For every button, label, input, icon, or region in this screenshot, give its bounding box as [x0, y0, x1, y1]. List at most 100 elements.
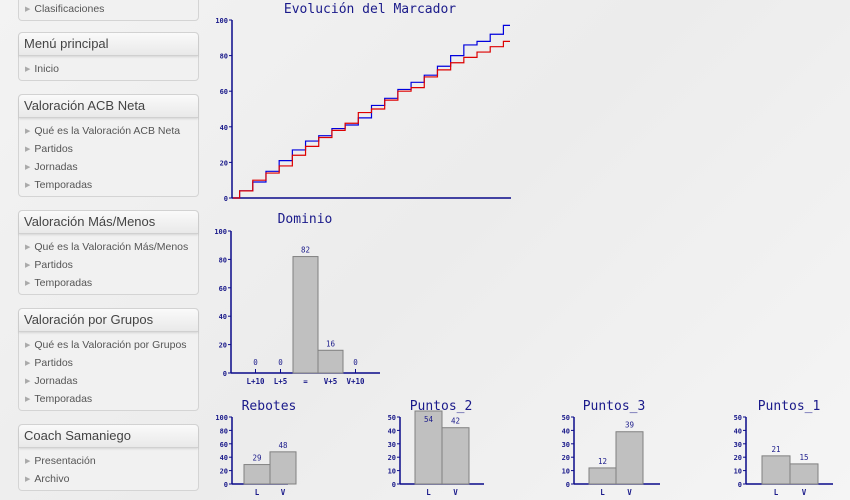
data-label: 42	[451, 417, 460, 426]
chart-title: Rebotes	[242, 399, 297, 414]
menu-item[interactable]: ▶ Qué es la Valoración Más/Menos	[19, 238, 198, 256]
menu-item[interactable]: ▶ Partidos	[19, 354, 198, 372]
menu-item-label: Clasificaciones	[34, 3, 105, 15]
menu-box-title: Valoración Más/Menos	[19, 211, 198, 234]
arrow-icon: ▶	[25, 66, 31, 73]
arrow-icon: ▶	[25, 128, 31, 135]
chart-title: Dominio	[278, 212, 333, 227]
menu-item[interactable]: ▶ Temporadas	[19, 390, 198, 408]
data-label: 39	[625, 421, 634, 430]
menu-box-title: Valoración por Grupos	[19, 309, 198, 332]
data-label: 82	[301, 246, 310, 255]
data-label: 0	[278, 358, 283, 367]
data-label: 16	[326, 339, 336, 348]
bar	[588, 467, 617, 485]
y-tick-label: 10	[562, 468, 570, 476]
arrow-icon: ▶	[25, 182, 31, 189]
arrow-icon: ▶	[25, 244, 31, 251]
y-tick-label: 80	[220, 53, 228, 61]
menu-box: Coach Samaniego ▶ Presentación ▶ Archivo	[18, 424, 199, 491]
data-label: 21	[771, 445, 780, 454]
menu-box-title: Valoración ACB Neta	[19, 95, 198, 118]
menu-item-label: Qué es la Valoración Más/Menos	[34, 241, 189, 253]
menu-box: Menú principal ▶ Inicio	[18, 32, 199, 81]
menu-item[interactable]: ▶ Jornadas	[19, 372, 198, 390]
x-tick-label: L	[774, 488, 779, 497]
chart-title: Puntos_1	[758, 399, 821, 414]
bar	[414, 410, 443, 485]
bar	[317, 349, 344, 374]
menu-item[interactable]: ▶ Partidos	[19, 140, 198, 158]
x-tick-label: L	[255, 488, 260, 497]
bar	[761, 455, 791, 485]
x-tick-label: V+5	[324, 377, 338, 386]
x-tick-label: L+5	[274, 377, 288, 386]
menu-box: Valoración Más/Menos ▶ Qué es la Valoració…	[18, 210, 199, 295]
y-tick-label: 80	[220, 427, 228, 435]
menu-item[interactable]: ▶ Temporadas	[19, 176, 198, 194]
chart-title: Puntos_2	[410, 399, 473, 414]
data-label: 29	[252, 454, 261, 463]
y-tick-label: 10	[734, 468, 742, 476]
menu-item-label: Qué es la Valoración por Grupos	[34, 339, 187, 351]
y-tick-label: 50	[388, 414, 396, 422]
arrow-icon: ▶	[25, 6, 31, 13]
menu-box-title: Menú principal	[19, 33, 198, 56]
y-tick-label: 0	[223, 370, 227, 378]
menu-item[interactable]: ▶ Partidos	[19, 256, 198, 274]
bar	[615, 431, 644, 485]
menu-item[interactable]: ▶ Clasificaciones	[19, 0, 198, 18]
bar	[789, 463, 819, 485]
arrow-icon: ▶	[25, 342, 31, 349]
arrow-icon: ▶	[25, 146, 31, 153]
x-tick-label: L+10	[246, 377, 265, 386]
y-tick-label: 60	[219, 285, 227, 293]
menu-item-label: Jornadas	[34, 161, 78, 173]
menu-item[interactable]: ▶ Qué es la Valoración ACB Neta	[19, 122, 198, 140]
data-label: 54	[424, 415, 434, 424]
bar	[269, 451, 297, 485]
menu-item[interactable]: ▶ Inicio	[19, 60, 198, 78]
menu-item-label: Jornadas	[34, 375, 78, 387]
y-tick-label: 30	[388, 441, 396, 449]
data-label: 15	[799, 453, 808, 462]
menu-box: ▶ Clasificaciones	[18, 0, 199, 21]
y-tick-label: 0	[224, 195, 228, 203]
y-tick-label: 40	[220, 124, 228, 132]
chart-title: Puntos_3	[583, 399, 646, 414]
y-tick-label: 40	[734, 427, 742, 435]
menu-item[interactable]: ▶ Archivo	[19, 470, 198, 488]
y-tick-label: 20	[219, 342, 227, 350]
menu-item[interactable]: ▶ Qué es la Valoración por Grupos	[19, 336, 198, 354]
x-tick-label: L	[600, 488, 605, 497]
menu-item-label: Qué es la Valoración ACB Neta	[34, 125, 181, 137]
y-tick-label: 0	[566, 481, 570, 489]
arrow-icon: ▶	[25, 476, 31, 483]
x-tick-label: V	[627, 488, 632, 497]
menu-item-label: Archivo	[34, 473, 70, 485]
y-tick-label: 100	[214, 228, 227, 236]
y-tick-label: 40	[562, 427, 570, 435]
data-label: 48	[278, 441, 288, 450]
arrow-icon: ▶	[25, 164, 31, 171]
series-line-1	[233, 40, 510, 199]
menu-box-title: Coach Samaniego	[19, 425, 198, 448]
bar	[243, 464, 271, 485]
x-tick-label: L	[426, 488, 431, 497]
menu-item[interactable]: ▶ Jornadas	[19, 158, 198, 176]
y-tick-label: 40	[220, 454, 228, 462]
y-tick-label: 30	[562, 441, 570, 449]
x-tick-label: =	[303, 377, 308, 386]
y-tick-label: 80	[219, 256, 227, 264]
menu-item[interactable]: ▶ Temporadas	[19, 274, 198, 292]
menu-item-label: Partidos	[34, 143, 73, 155]
menu-box: Valoración por Grupos ▶ Qué es la Valoraci…	[18, 308, 199, 411]
y-tick-label: 100	[215, 17, 228, 25]
menu-item[interactable]: ▶ Presentación	[19, 452, 198, 470]
x-tick-label: V	[802, 488, 807, 497]
data-label: 0	[253, 358, 258, 367]
chart-title: Evolución del Marcador	[284, 2, 456, 17]
y-tick-label: 60	[220, 88, 228, 96]
menu-item-label: Inicio	[34, 63, 59, 75]
